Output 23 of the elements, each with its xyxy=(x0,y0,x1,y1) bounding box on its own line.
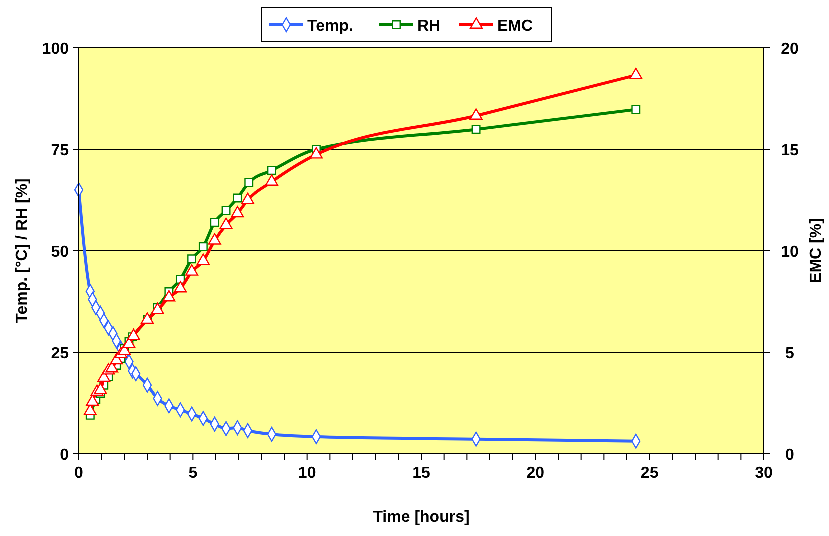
y-tick-label: 100 xyxy=(42,41,70,58)
y-tick-label: 75 xyxy=(51,142,70,160)
y2-tick-label: 10 xyxy=(781,244,799,261)
x-tick-label: 15 xyxy=(412,465,430,482)
x-tick-label: 25 xyxy=(640,465,659,482)
legend-label: RH xyxy=(418,18,441,35)
y2-tick-label: 0 xyxy=(786,447,795,464)
y-tick-label: 50 xyxy=(51,244,70,261)
y2-tick-label: 20 xyxy=(781,41,799,58)
legend-label: EMC xyxy=(498,18,534,35)
legend-label: Temp. xyxy=(308,18,354,35)
x-tick-label: 20 xyxy=(526,465,545,482)
x-tick-label: 30 xyxy=(755,465,773,482)
y2-tick-label: 5 xyxy=(786,346,795,362)
x-tick-label: 10 xyxy=(298,465,316,482)
x-tick-label: 0 xyxy=(74,465,84,482)
y-axis-title: Temp. [°C] / RH [%] xyxy=(14,178,31,324)
x-axis-title: Time [hours] xyxy=(373,509,470,526)
y-tick-label: 25 xyxy=(51,346,70,362)
y-tick-label: 0 xyxy=(60,447,70,464)
x-tick-label: 5 xyxy=(188,465,198,482)
y2-tick-label: 15 xyxy=(781,142,799,160)
y2-axis-title: EMC [%] xyxy=(808,218,825,284)
